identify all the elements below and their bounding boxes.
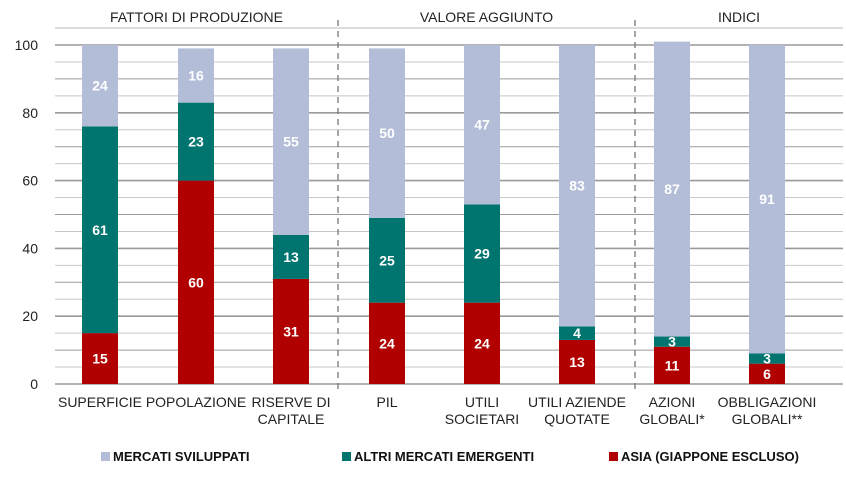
y-tick-label: 0 <box>30 376 38 392</box>
data-label: 25 <box>379 252 395 268</box>
bar-segment <box>369 48 405 218</box>
data-label: 11 <box>665 357 680 373</box>
bar-segment <box>178 102 214 181</box>
legend-item: MERCATI SVILUPPATI <box>101 449 250 464</box>
legend-swatch <box>101 452 110 461</box>
x-tick-label: SUPERFICIE <box>58 394 142 410</box>
data-label: 3 <box>668 334 676 350</box>
data-label: 13 <box>569 354 585 370</box>
data-label: 3 <box>763 351 771 367</box>
x-tick-label: QUOTATE <box>544 411 610 427</box>
bar-segment <box>654 41 690 337</box>
x-tick-label: OBBLIGAZIONI <box>718 394 817 410</box>
data-label: 6 <box>763 366 771 382</box>
bar-segment <box>273 234 309 279</box>
y-tick-label: 80 <box>22 105 38 121</box>
data-label: 91 <box>759 191 775 207</box>
x-tick-label: GLOBALI* <box>639 411 705 427</box>
legend-swatch <box>609 452 618 461</box>
legend-item: ALTRI MERCATI EMERGENTI <box>342 449 534 464</box>
group-label: INDICI <box>718 9 760 25</box>
x-tick-label: SOCIETARI <box>445 411 519 427</box>
y-tick-label: 20 <box>22 308 38 324</box>
bar-segment <box>654 336 690 347</box>
x-tick-label: AZIONI <box>649 394 696 410</box>
bar-segment <box>749 45 785 354</box>
data-label: 13 <box>283 249 299 265</box>
data-label: 29 <box>474 245 490 261</box>
stacked-bar-chart: 0 20 40 60 80 100 FATTORI DI PRODUZIONE VALORE … <box>15 8 843 427</box>
bar-segment <box>559 45 595 327</box>
legend-label: MERCATI SVILUPPATI <box>113 449 250 464</box>
data-label: 24 <box>92 78 108 94</box>
x-tick-label: UTILI AZIENDE <box>528 394 626 410</box>
bar-segment <box>82 333 118 384</box>
bar-segment <box>82 126 118 334</box>
bar-segment <box>559 326 595 340</box>
bar-segment <box>273 48 309 235</box>
group-label: VALORE AGGIUNTO <box>420 9 553 25</box>
bar-segment <box>178 180 214 384</box>
y-tick-label: 40 <box>22 240 38 256</box>
group-label: FATTORI DI PRODUZIONE <box>110 9 283 25</box>
group-label-bg <box>98 8 295 26</box>
x-tick-label: UTILI <box>465 394 499 410</box>
legend-label: ALTRI MERCATI EMERGENTI <box>354 449 535 464</box>
data-label: 60 <box>188 274 204 290</box>
data-label: 31 <box>283 323 299 339</box>
bar-segment <box>464 204 500 303</box>
bar-segment <box>178 48 214 103</box>
group-label-bg <box>414 8 559 26</box>
bar-segment <box>749 353 785 364</box>
bar-segment <box>464 45 500 205</box>
bar-segment <box>82 45 118 127</box>
bar-segment <box>273 278 309 384</box>
bar-segment <box>369 217 405 303</box>
data-label: 24 <box>379 335 395 351</box>
bar-segment <box>749 363 785 384</box>
y-tick-label: 100 <box>15 37 39 53</box>
data-label: 4 <box>573 325 581 341</box>
data-label: 16 <box>188 68 204 84</box>
x-tick-label: PIL <box>376 394 397 410</box>
group-label-bg <box>705 8 773 26</box>
data-label: 24 <box>474 335 490 351</box>
data-label: 55 <box>283 134 299 150</box>
data-label: 83 <box>569 178 585 194</box>
data-label: 87 <box>664 181 680 197</box>
x-tick-label: RISERVE DI <box>251 394 330 410</box>
y-tick-label: 60 <box>22 173 38 189</box>
bar-segment <box>559 339 595 384</box>
legend-swatch <box>342 452 351 461</box>
x-tick-label: GLOBALI** <box>732 411 803 427</box>
x-tick-label: CAPITALE <box>258 411 325 427</box>
data-label: 47 <box>474 117 490 133</box>
bar-segment <box>464 302 500 384</box>
bar-segment <box>654 346 690 384</box>
data-label: 61 <box>92 222 108 238</box>
legend-item: ASIA (GIAPPONE ESCLUSO) <box>609 449 799 464</box>
x-tick-label: POPOLAZIONE <box>146 394 246 410</box>
data-label: 50 <box>379 125 395 141</box>
bar-segment <box>369 302 405 384</box>
data-label: 15 <box>92 351 108 367</box>
data-label: 23 <box>188 134 204 150</box>
legend-label: ASIA (GIAPPONE ESCLUSO) <box>621 449 799 464</box>
